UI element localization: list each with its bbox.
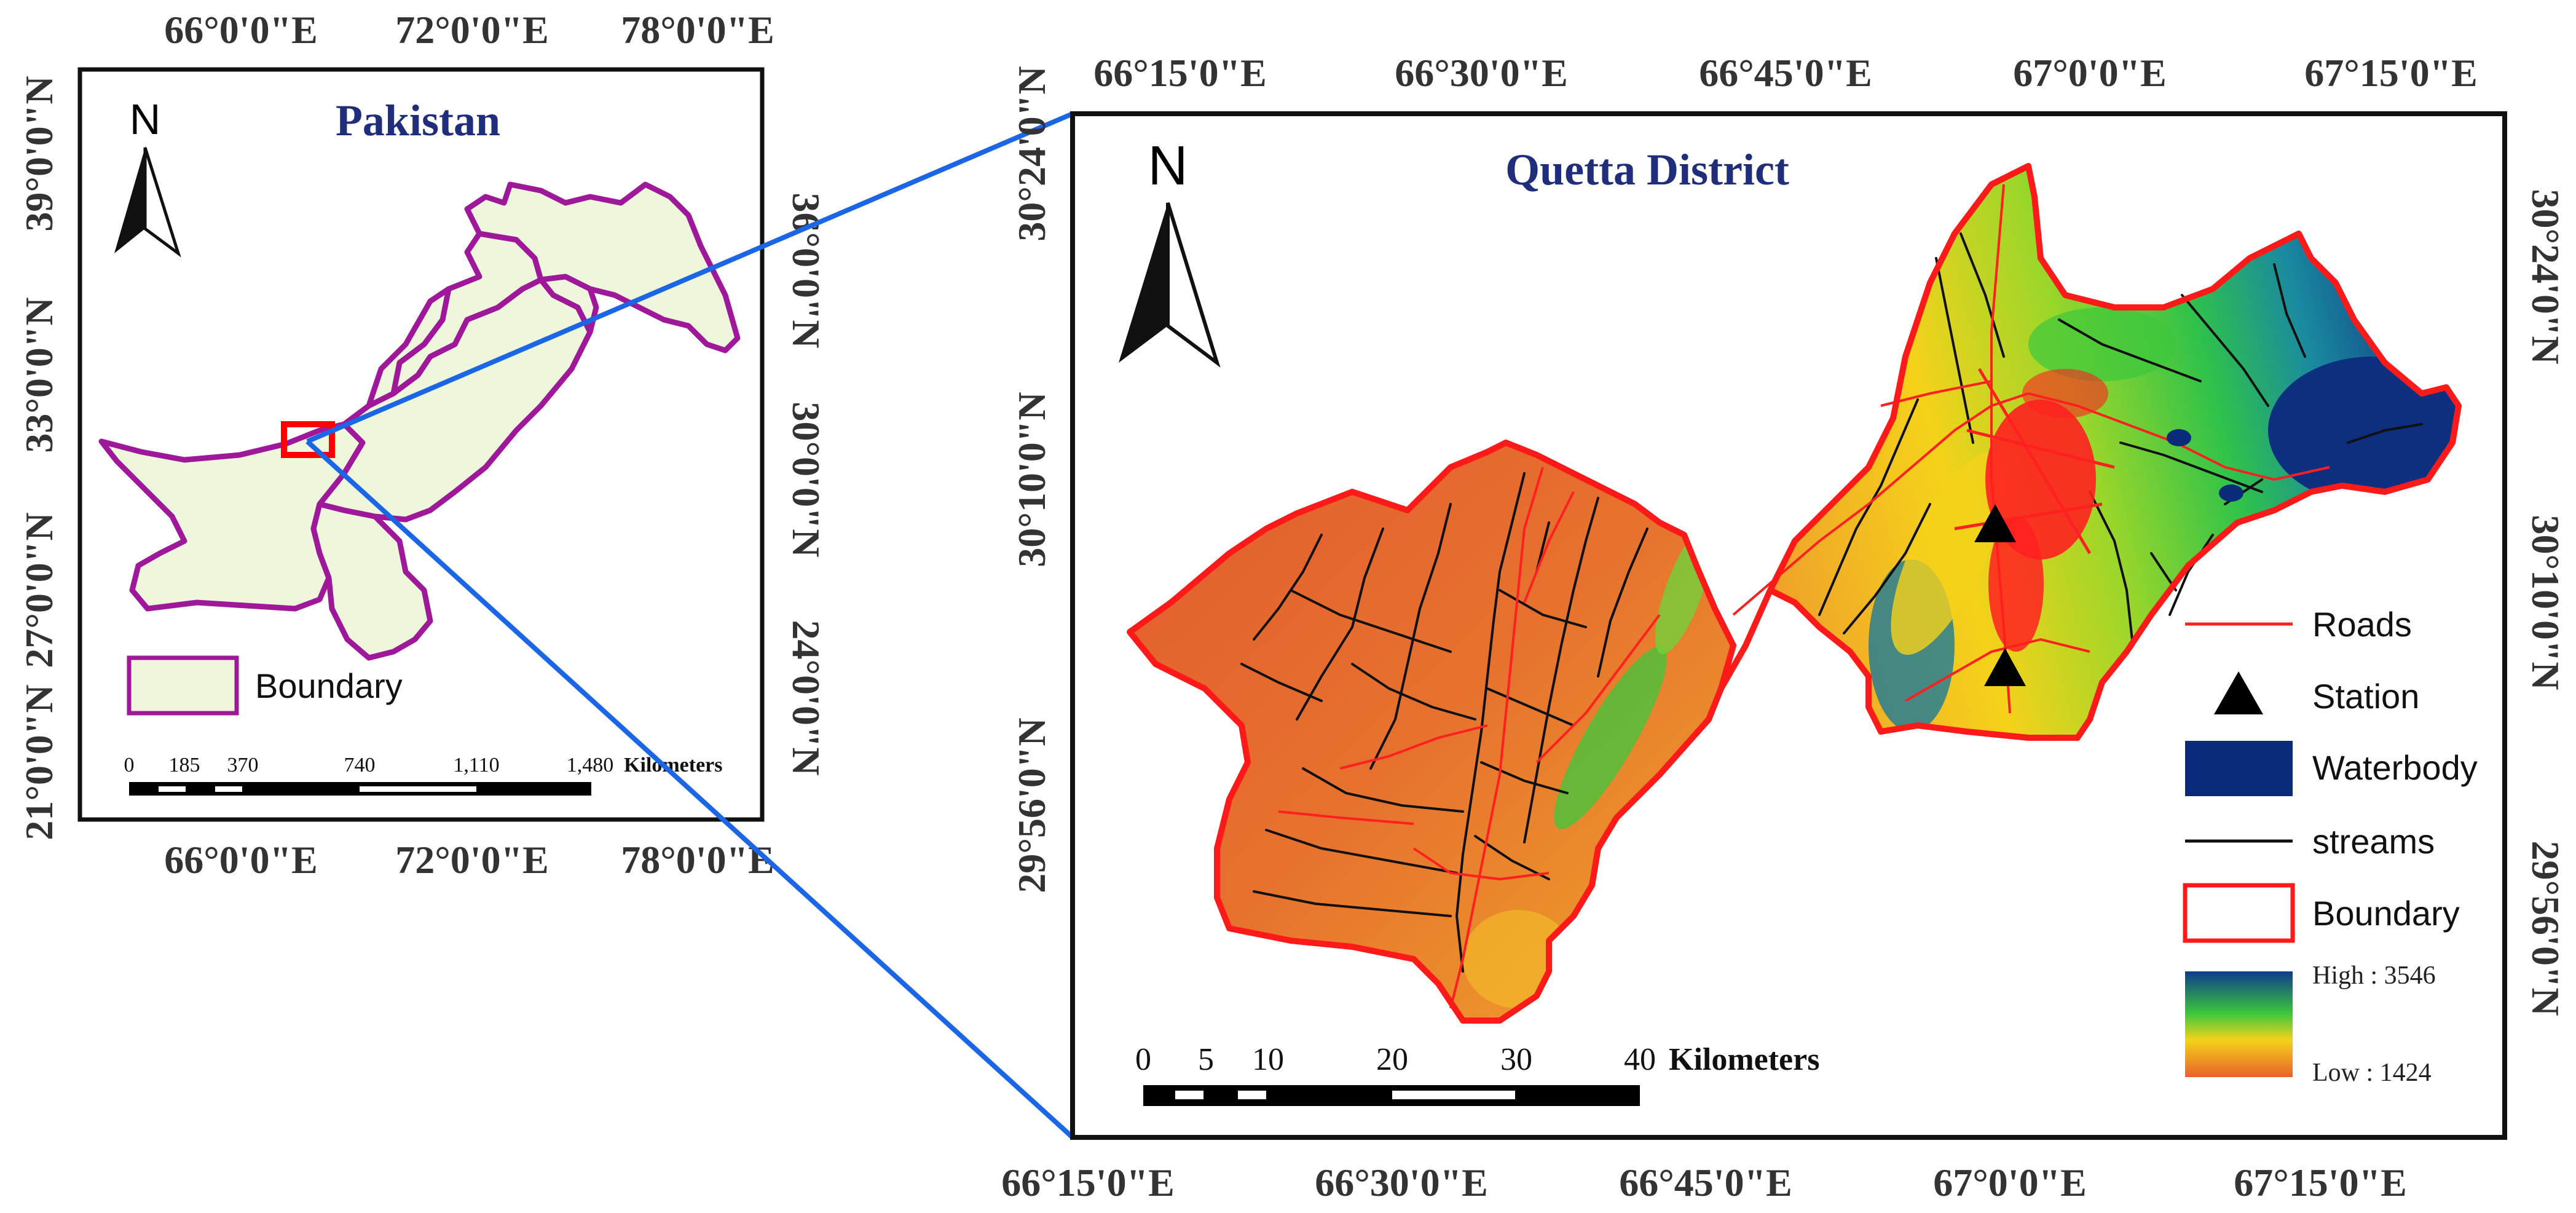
main-left-tick-3: 29°56'0"N: [1010, 717, 1054, 893]
main-top-tick-4: 67°0'0"E: [2013, 51, 2167, 95]
legend-streams-label: streams: [2312, 822, 2435, 861]
main-bottom-tick-2: 66°30'0"E: [1315, 1161, 1488, 1204]
inset-title: Pakistan: [336, 96, 500, 145]
main-scale-label-4: 30: [1500, 1042, 1532, 1077]
main-scale-label-2: 10: [1252, 1042, 1284, 1077]
main-scale-label-1: 5: [1198, 1042, 1214, 1077]
main-left-tick-1: 30°24'0"N: [1010, 66, 1054, 241]
inset-north-arrow: N: [114, 95, 181, 258]
station-marker-1: [1974, 504, 2016, 542]
urban-road-cluster: [1954, 368, 2115, 652]
main-legend: Roads Station Waterbody streams Boundary…: [2183, 605, 2478, 1087]
inset-left-tick-2: 33°0'0"N: [17, 297, 61, 452]
inset-top-tick-1: 66°0'0"E: [164, 8, 318, 52]
north-arrow-outline-icon: [1166, 202, 1221, 368]
main-top-tick-1: 66°15'0"E: [1093, 51, 1267, 95]
main-bottom-tick-4: 67°0'0"E: [1933, 1161, 2087, 1204]
inset-left-tick-3: 27°0'0"N: [17, 512, 61, 668]
main-right-tick-3: 29°56'0"N: [2524, 840, 2567, 1016]
main-top-tick-5: 67°15'0"E: [2304, 51, 2478, 95]
inset-scale-bar: 0 185 370 740 1,110 1,480 Kilometers: [124, 754, 723, 796]
main-right-tick-2: 30°10'0"N: [2524, 515, 2567, 690]
north-arrow-icon: [114, 148, 145, 253]
inset-scale-label-4: 1,110: [453, 754, 499, 776]
legend-boundary-label: Boundary: [2312, 894, 2460, 933]
legend-roads-label: Roads: [2312, 605, 2412, 644]
inset-scale-label-5: 1,480: [567, 754, 614, 776]
legend-station-label: Station: [2312, 677, 2419, 716]
main-map: 66°15'0"E 66°30'0"E 66°45'0"E 67°0'0"E 6…: [1001, 51, 2567, 1204]
inset-scale-label-0: 0: [124, 754, 135, 776]
inset-top-tick-2: 72°0'0"E: [395, 8, 549, 52]
main-scale-unit: Kilometers: [1669, 1042, 1819, 1077]
legend-elevation-low: Low : 1424: [2312, 1059, 2432, 1087]
inset-scale-label-2: 370: [227, 754, 259, 776]
main-top-tick-3: 66°45'0"E: [1699, 51, 1872, 95]
main-title: Quetta District: [1505, 145, 1789, 194]
legend-waterbody-label: Waterbody: [2312, 748, 2478, 787]
inset-bottom-tick-1: 66°0'0"E: [164, 838, 318, 882]
main-right-tick-1: 30°24'0"N: [2524, 189, 2567, 364]
inset-north-label: N: [130, 95, 161, 143]
legend-elevation-ramp: [2185, 971, 2293, 1077]
inset-top-tick-3: 78°0'0"E: [621, 8, 774, 52]
legend-waterbody-swatch: [2185, 741, 2293, 796]
province-fata: [366, 286, 452, 409]
legend-elevation-high: High : 3546: [2312, 962, 2436, 990]
legend-station-icon: [2214, 671, 2263, 714]
province-balochistan: [98, 421, 366, 612]
inset-bottom-tick-2: 72°0'0"E: [395, 838, 549, 882]
main-north-arrow: N: [1119, 135, 1221, 368]
main-top-tick-2: 66°30'0"E: [1395, 51, 1568, 95]
waterbody-2: [2219, 484, 2243, 502]
inset-right-tick-1: 36°0'0"N: [784, 192, 828, 348]
waterbody-1: [2167, 429, 2191, 446]
north-arrow-icon: [1119, 203, 1168, 363]
north-arrow-outline-icon: [143, 147, 181, 258]
main-north-label: N: [1148, 135, 1188, 197]
inset-study-area-box: [281, 421, 335, 458]
inset-left-tick-4: 21°0'0"N: [17, 684, 61, 840]
inset-legend-boundary-label: Boundary: [255, 666, 403, 705]
main-scale-label-3: 20: [1376, 1042, 1408, 1077]
main-bottom-tick-5: 67°15'0"E: [2234, 1161, 2407, 1204]
inset-legend-boundary-swatch: [127, 655, 239, 716]
main-bottom-tick-3: 66°45'0"E: [1619, 1161, 1792, 1204]
inset-scale-label-1: 185: [169, 754, 200, 776]
inset-right-tick-2: 30°0'0"N: [784, 401, 828, 557]
main-left-tick-2: 30°10'0"N: [1010, 392, 1054, 567]
inset-map: 66°0'0"E 72°0'0"E 78°0'0"E 66°0'0"E 72°0…: [17, 8, 828, 882]
main-scale-label-0: 0: [1135, 1042, 1151, 1077]
main-scale-bar: 0 5 10 20 30 40 Kilometers: [1135, 1042, 1819, 1106]
district-boundary: [1127, 163, 2462, 1024]
main-bottom-tick-1: 66°15'0"E: [1001, 1161, 1175, 1204]
station-marker-2: [1984, 648, 2026, 686]
province-sindh: [310, 501, 433, 661]
elevation-west: [1130, 443, 1733, 1021]
pakistan-provinces: [98, 181, 741, 661]
inset-scale-label-3: 740: [344, 754, 376, 776]
inset-left-tick-1: 39°0'0"N: [17, 76, 61, 231]
leader-lines: [305, 111, 1074, 1139]
main-scale-label-5: 40: [1624, 1042, 1656, 1077]
inset-right-tick-3: 24°0'0"N: [784, 620, 828, 775]
legend-boundary-swatch: [2183, 883, 2295, 943]
